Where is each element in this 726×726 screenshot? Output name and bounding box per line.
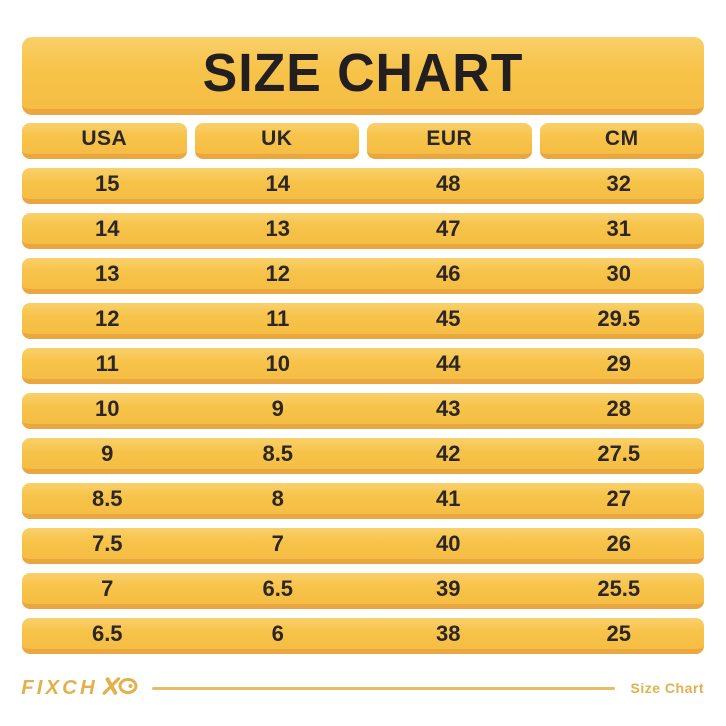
footer: FIXCH Size Chart	[21, 674, 704, 702]
cell-usa: 12	[95, 306, 120, 331]
cell-uk: 14	[265, 171, 290, 196]
fixch-xo-logo-icon	[102, 676, 138, 701]
cell-cm: 32	[606, 171, 631, 196]
cell-cm: 27	[606, 486, 631, 511]
cell-eur: 48	[436, 171, 461, 196]
column-header-uk: UK	[194, 123, 359, 159]
cell-eur: 43	[436, 396, 461, 421]
cell-usa: 14	[95, 216, 120, 241]
table-body: 15 14 48 32 14 13 47 31 13 12 46 30 12 11 45 29.5 11 10 44…	[22, 168, 704, 654]
cell-usa: 11	[95, 351, 119, 376]
table-row: 10 9 43 28	[22, 393, 704, 429]
footer-label: Size Chart	[630, 680, 704, 696]
cell-usa: 10	[95, 396, 120, 421]
table-row: 7.5 7 40 26	[22, 528, 704, 564]
column-header-cm: CM	[539, 123, 704, 159]
cell-eur: 39	[436, 576, 461, 601]
cell-usa: 6.5	[91, 621, 123, 646]
cell-cm: 29.5	[597, 306, 641, 331]
cell-eur: 42	[436, 441, 461, 466]
cell-uk: 9	[271, 396, 284, 421]
cell-usa: 13	[95, 261, 120, 286]
table-row: 8.5 8 41 27	[22, 483, 704, 519]
cell-usa: 7.5	[91, 531, 123, 556]
cell-uk: 8.5	[262, 441, 294, 466]
cell-eur: 46	[436, 261, 461, 286]
cell-eur: 38	[436, 621, 461, 646]
cell-cm: 29	[606, 351, 631, 376]
table-row: 15 14 48 32	[22, 168, 704, 204]
cell-uk: 12	[265, 261, 290, 286]
cell-usa: 9	[101, 441, 114, 466]
page-title: SIZE CHART	[202, 43, 524, 103]
cell-eur: 41	[436, 486, 461, 511]
cell-cm: 25	[606, 621, 631, 646]
cell-usa: 7	[101, 576, 114, 601]
brand-logo: FIXCH	[21, 676, 138, 701]
cell-cm: 27.5	[597, 441, 641, 466]
cell-cm: 30	[606, 261, 631, 286]
cell-eur: 45	[436, 306, 461, 331]
table-row: 12 11 45 29.5	[22, 303, 704, 339]
cell-cm: 25.5	[597, 576, 641, 601]
table-header-row: USA UK EUR CM	[22, 123, 704, 159]
column-header-eur: EUR	[367, 123, 532, 159]
cell-uk: 10	[265, 351, 290, 376]
footer-divider	[152, 686, 615, 690]
cell-eur: 47	[436, 216, 461, 241]
table-row: 6.5 6 38 25	[22, 618, 704, 654]
table-row: 13 12 46 30	[22, 258, 704, 294]
table-row: 11 10 44 29	[22, 348, 704, 384]
cell-cm: 26	[606, 531, 631, 556]
column-header-usa: USA	[22, 123, 187, 159]
cell-cm: 28	[606, 396, 631, 421]
brand-name: FIXCH	[21, 676, 98, 699]
cell-eur: 44	[436, 351, 461, 376]
cell-uk: 6.5	[262, 576, 294, 601]
table-row: 14 13 47 31	[22, 213, 704, 249]
cell-usa: 8.5	[91, 486, 123, 511]
cell-uk: 6	[271, 621, 284, 646]
cell-eur: 40	[436, 531, 461, 556]
cell-usa: 15	[95, 171, 120, 196]
cell-uk: 13	[265, 216, 290, 241]
title-banner: SIZE CHART	[22, 37, 704, 115]
cell-uk: 8	[271, 486, 284, 511]
cell-uk: 11	[266, 306, 290, 331]
cell-cm: 31	[606, 216, 631, 241]
table-row: 9 8.5 42 27.5	[22, 438, 704, 474]
table-row: 7 6.5 39 25.5	[22, 573, 704, 609]
cell-uk: 7	[271, 531, 284, 556]
